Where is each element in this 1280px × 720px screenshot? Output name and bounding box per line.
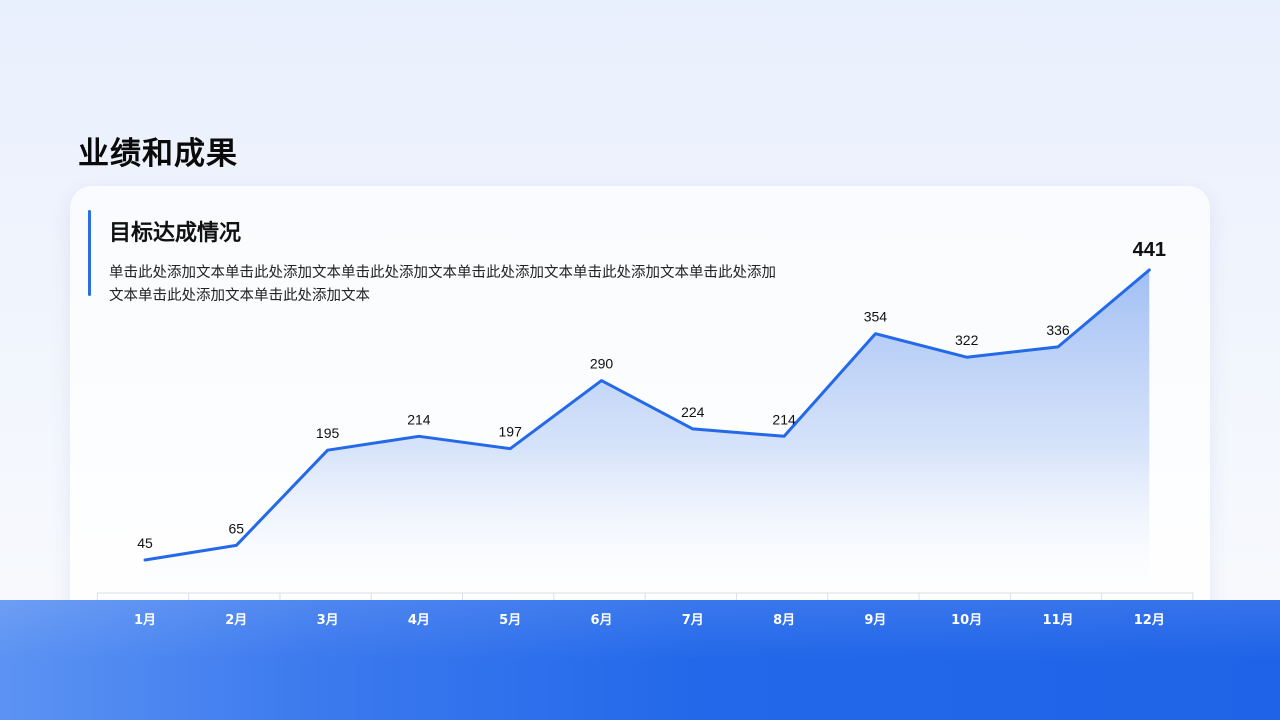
card-title: 目标达成情况	[109, 221, 242, 246]
data-label: 290	[590, 356, 614, 372]
data-labels: 45 65 195 214 197 290 224 214 354 322 336 441	[137, 239, 1166, 551]
x-tick-label: 11月	[1042, 613, 1073, 628]
x-tick-labels: 1月 2月 3月 4月 5月 6月 7月 8月 9月 10月 11月 12月	[134, 613, 1165, 628]
data-label: 214	[772, 411, 796, 427]
data-label: 45	[137, 535, 153, 551]
area-layer	[145, 270, 1150, 593]
line-layer	[143, 268, 1151, 562]
data-label: 197	[499, 424, 523, 440]
data-label: 224	[681, 404, 705, 420]
x-tick-label: 1月	[134, 613, 156, 628]
accent-bar	[88, 210, 91, 296]
x-tick-label: 12月	[1134, 613, 1165, 628]
bottom-band	[0, 600, 1280, 720]
x-tick-label: 8月	[773, 613, 795, 628]
area-fill	[145, 270, 1150, 593]
x-tick-label: 2月	[225, 613, 247, 628]
x-tick-label: 3月	[317, 613, 339, 628]
x-tick-label: 10月	[951, 613, 982, 628]
x-axis	[96, 592, 1194, 600]
x-tick-label: 6月	[590, 613, 612, 628]
data-label: 214	[407, 411, 431, 427]
x-tick-label: 7月	[682, 613, 704, 628]
data-label: 322	[955, 332, 979, 348]
page-title: 业绩和成果	[78, 136, 238, 172]
data-label: 441	[1133, 239, 1166, 261]
data-label: 65	[229, 520, 245, 536]
data-label: 354	[864, 309, 888, 325]
data-label: 195	[316, 425, 340, 441]
x-tick-label: 5月	[499, 613, 521, 628]
x-tick-label: 9月	[864, 613, 886, 628]
data-label: 336	[1046, 322, 1070, 338]
card-description: 单击此处添加文本单击此处添加文本单击此处添加文本单击此处添加文本单击此处添加文本…	[109, 265, 776, 304]
x-tick-label: 4月	[408, 613, 430, 628]
series-line	[143, 268, 1151, 562]
